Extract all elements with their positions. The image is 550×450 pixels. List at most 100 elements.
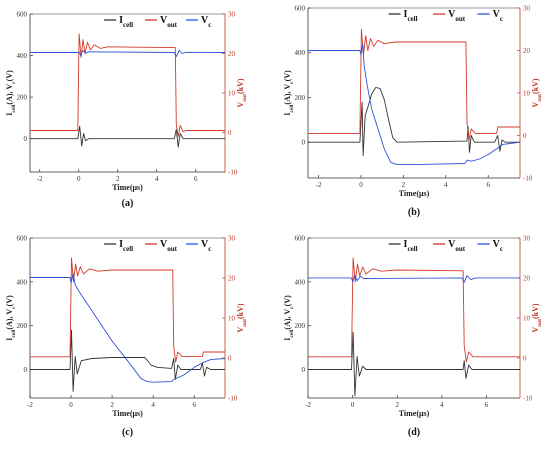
y2-axis-label: Vout(kV) (236, 303, 248, 332)
y2-tick-label: 20 (523, 47, 531, 55)
y-tick-label: 0 (302, 139, 306, 147)
y-tick-label: 0 (24, 366, 28, 374)
y2-tick-label: -10 (228, 395, 238, 403)
y2-tick-label: 20 (228, 275, 236, 283)
y-axis-label: Icell(A), Vc(V) (283, 295, 295, 341)
y2-tick-label: 10 (228, 90, 236, 98)
y2-tick-label: 20 (228, 50, 236, 58)
series-line-icell (30, 329, 225, 392)
panel-caption: (d) (408, 427, 420, 438)
x-axis-label: Time(μs) (399, 409, 430, 418)
x-axis-label: Time(μs) (399, 189, 430, 198)
y2-tick-label: 10 (523, 90, 531, 98)
x-tick-label: -2 (305, 401, 311, 409)
panel-caption: (b) (408, 207, 420, 218)
y-tick-label: 400 (17, 278, 28, 286)
y2-tick-label: -10 (523, 395, 533, 403)
legend-entry: Icell (119, 15, 133, 29)
legend-entry: Vc (493, 239, 503, 253)
y-tick-label: 600 (295, 5, 306, 13)
legend-entry: Vout (160, 15, 178, 29)
x-tick-label: 6 (486, 181, 490, 189)
chart-panel-2: -2 0 2 4 60200400600-100102030Time(μs)Icell(… (283, 5, 543, 219)
series-line-vout (308, 257, 520, 363)
series-line-vc (30, 272, 225, 383)
y2-tick-label: 0 (523, 132, 527, 140)
x-tick-label: 2 (116, 175, 120, 183)
x-tick-label: -2 (316, 181, 322, 189)
x-tick-label: 0 (359, 181, 363, 189)
y-tick-label: 600 (295, 235, 306, 243)
y-tick-label: 400 (295, 278, 306, 286)
y-axis-label: Icell(A), Vc(V) (5, 70, 17, 116)
y-tick-label: 0 (302, 366, 306, 374)
x-tick-label: 4 (151, 401, 155, 409)
y2-tick-label: 30 (523, 235, 531, 243)
y2-tick-label: -10 (228, 169, 238, 177)
y2-tick-label: 30 (228, 11, 236, 19)
x-tick-label: 4 (155, 175, 159, 183)
legend-entry: Vc (493, 9, 503, 23)
panel-caption: (c) (122, 427, 133, 438)
series-line-vout (308, 28, 520, 141)
y-axis-label: Icell(A), Vc(V) (5, 295, 17, 341)
y-tick-label: 600 (17, 11, 28, 19)
y-tick-label: 0 (24, 135, 28, 143)
x-tick-label: 2 (402, 181, 406, 189)
y2-tick-label: 30 (228, 235, 236, 243)
panel-caption: (a) (122, 198, 134, 209)
x-tick-label: -2 (37, 175, 43, 183)
series-line-vc (30, 49, 225, 58)
legend-entry: Vc (201, 239, 211, 253)
x-tick-label: 6 (485, 401, 489, 409)
series-line-icell (308, 86, 520, 157)
x-tick-label: 2 (110, 401, 114, 409)
y2-tick-label: 10 (523, 315, 531, 323)
y-tick-label: 200 (17, 94, 28, 102)
x-tick-label: 4 (440, 401, 444, 409)
y2-tick-label: -10 (523, 175, 533, 183)
y2-axis-label: Vout(kV) (531, 78, 543, 107)
y-tick-label: 200 (295, 94, 306, 102)
y-axis-label: Icell(A), Vc(V) (283, 70, 295, 116)
x-tick-label: 6 (192, 401, 196, 409)
x-tick-label: -2 (27, 401, 33, 409)
series-line-vc (308, 274, 520, 283)
y-tick-label: 200 (17, 322, 28, 330)
y2-tick-label: 20 (523, 275, 531, 283)
y2-tick-label: 30 (523, 5, 531, 13)
x-axis-label: Time(μs) (112, 409, 143, 418)
legend-entry: Vc (201, 15, 211, 29)
series-line-vc (308, 43, 520, 166)
y2-axis-label: Vout(kV) (531, 303, 543, 332)
x-tick-label: 4 (444, 181, 448, 189)
legend-entry: Icell (404, 239, 418, 253)
y2-tick-label: 0 (228, 129, 232, 137)
chart-panel-4: -2 0 2 4 60200400600-100102030Time(μs)Icell(… (283, 235, 543, 439)
x-tick-label: 6 (194, 175, 198, 183)
x-tick-label: 0 (69, 401, 73, 409)
legend-entry: Vout (160, 239, 178, 253)
legend-entry: Icell (404, 9, 418, 23)
x-tick-label: 0 (351, 401, 355, 409)
legend-entry: Vout (448, 9, 466, 23)
y-tick-label: 400 (295, 49, 306, 57)
y2-axis-label: Vout(kV) (236, 78, 248, 107)
legend-entry: Vout (448, 239, 466, 253)
chart-panel-1: -2 0 2 4 60200400600-100102030Time(μs)Icell(… (5, 11, 248, 210)
y-tick-label: 600 (17, 235, 28, 243)
y-tick-label: 400 (17, 52, 28, 60)
series-line-icell (308, 331, 520, 397)
y2-tick-label: 0 (228, 355, 232, 363)
series-line-vout (30, 33, 225, 137)
x-tick-label: 2 (396, 401, 400, 409)
series-line-icell (30, 125, 225, 148)
y2-tick-label: 10 (228, 315, 236, 323)
y-tick-label: 200 (295, 322, 306, 330)
chart-panel-3: -2 0 2 4 60200400600-100102030Time(μs)Icell(… (5, 235, 248, 439)
legend-entry: Icell (119, 239, 133, 253)
x-tick-label: 0 (77, 175, 81, 183)
y2-tick-label: 0 (523, 355, 527, 363)
series-line-vout (30, 257, 225, 363)
